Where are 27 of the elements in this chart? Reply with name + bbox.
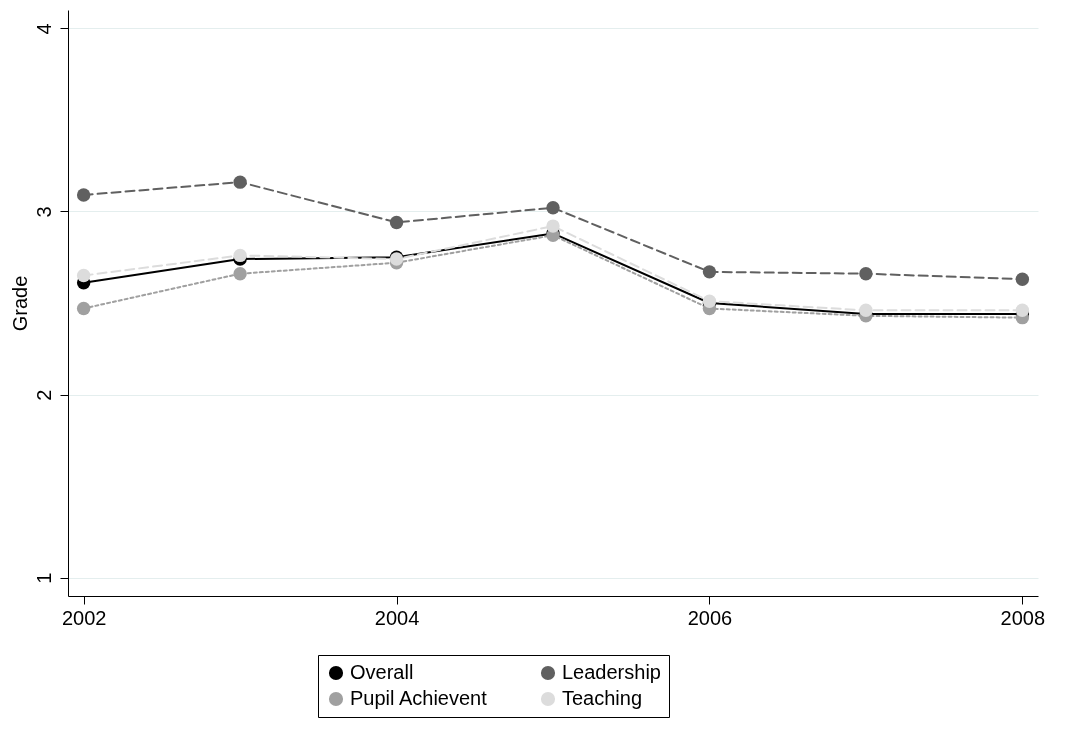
- point: [546, 219, 560, 233]
- y-tick-label: 1: [32, 572, 55, 584]
- x-tick-label: 2008: [1000, 606, 1046, 629]
- y-axis-title: Grade: [8, 275, 31, 332]
- x-tick-label: 2006: [687, 606, 733, 629]
- point: [546, 201, 560, 215]
- legend-label: Teaching: [562, 687, 643, 709]
- legend-label: Leadership: [562, 661, 661, 683]
- y-tick-label: 2: [32, 389, 55, 401]
- point: [233, 248, 247, 263]
- point: [76, 268, 91, 283]
- point: [1015, 272, 1030, 286]
- y-tick-label: 3: [32, 206, 55, 218]
- x-tick-label: 2004: [374, 606, 420, 629]
- point: [76, 301, 91, 316]
- point: [389, 215, 404, 230]
- point: [233, 267, 247, 281]
- point: [702, 265, 717, 279]
- point: [76, 188, 91, 202]
- point: [1015, 303, 1030, 318]
- point: [233, 175, 247, 189]
- legend-label: Overall: [350, 661, 414, 683]
- y-tick-label: 4: [32, 23, 55, 35]
- point: [859, 267, 873, 281]
- point: [859, 303, 873, 318]
- x-tick-label: 2002: [61, 606, 107, 629]
- legend-label: Pupil Achievent: [350, 687, 488, 709]
